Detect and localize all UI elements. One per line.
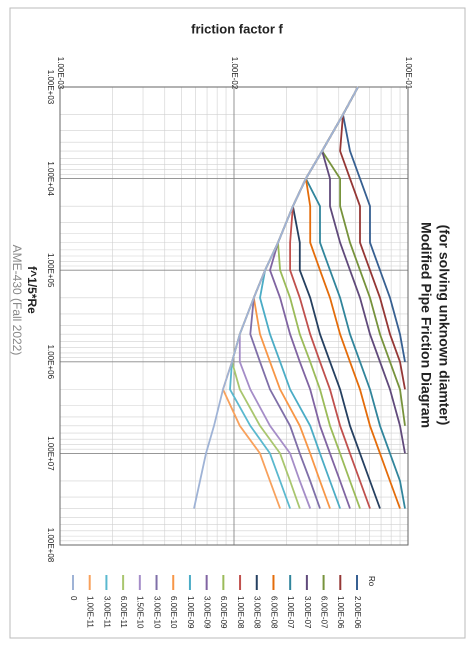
x-axis-label: f^1/5*Re xyxy=(25,266,39,314)
annotation: AME-430 (Fall 2022) xyxy=(10,245,24,356)
y-axis-label: friction factor f xyxy=(191,21,283,36)
x-tick-label: 1.00E+06 xyxy=(46,345,55,380)
y-tick-label: 1.00E-03 xyxy=(56,57,65,90)
legend-label: 6.00E-09 xyxy=(219,596,228,629)
legend-label: 3.00E-11 xyxy=(102,596,111,628)
legend-title: Ro xyxy=(367,576,376,587)
title: Modified Pipe Friction Diagram (for solv… xyxy=(418,222,452,428)
legend-label: 3.00E-10 xyxy=(152,596,161,629)
x-tick-label: 1.00E+04 xyxy=(46,161,55,196)
title-line: (for solving unknown diamter) xyxy=(436,225,452,426)
legend-label: 6.00E-10 xyxy=(169,596,178,629)
legend-label: 2.00E-06 xyxy=(353,596,362,629)
series-line xyxy=(193,86,359,509)
title-line: Modified Pipe Friction Diagram xyxy=(418,222,434,428)
legend-label: 3.00E-09 xyxy=(203,596,212,629)
legend-label: 1.00E-11 xyxy=(86,596,95,628)
x-tick-label: 1.00E+07 xyxy=(46,436,55,471)
legend-label: 1.50E-10 xyxy=(136,596,145,629)
legend-label: 0 xyxy=(69,596,78,601)
legend-label: 3.00E-07 xyxy=(303,596,312,629)
legend-label: 6.00E-07 xyxy=(319,596,328,629)
legend-label: 1.00E-07 xyxy=(286,596,295,629)
series-line xyxy=(342,86,406,362)
plot-border xyxy=(59,86,409,546)
legend-label: 6.00E-08 xyxy=(269,596,278,629)
legend-label: 1.00E-06 xyxy=(336,596,345,629)
y-tick-label: 1.00E-01 xyxy=(404,57,413,90)
chart-frame xyxy=(9,7,466,639)
legend-label: 6.00E-11 xyxy=(119,596,128,628)
series-line xyxy=(339,86,406,390)
x-tick-label: 1.00E+03 xyxy=(46,70,55,105)
x-tick-label: 1.00E+08 xyxy=(46,528,55,563)
y-tick-label: 1.00E-02 xyxy=(230,57,239,90)
legend-label: 1.00E-09 xyxy=(186,596,195,629)
legend-label: 1.00E-08 xyxy=(236,596,245,629)
x-tick-label: 1.00E+05 xyxy=(46,253,55,288)
legend-label: 3.00E-08 xyxy=(253,596,262,629)
